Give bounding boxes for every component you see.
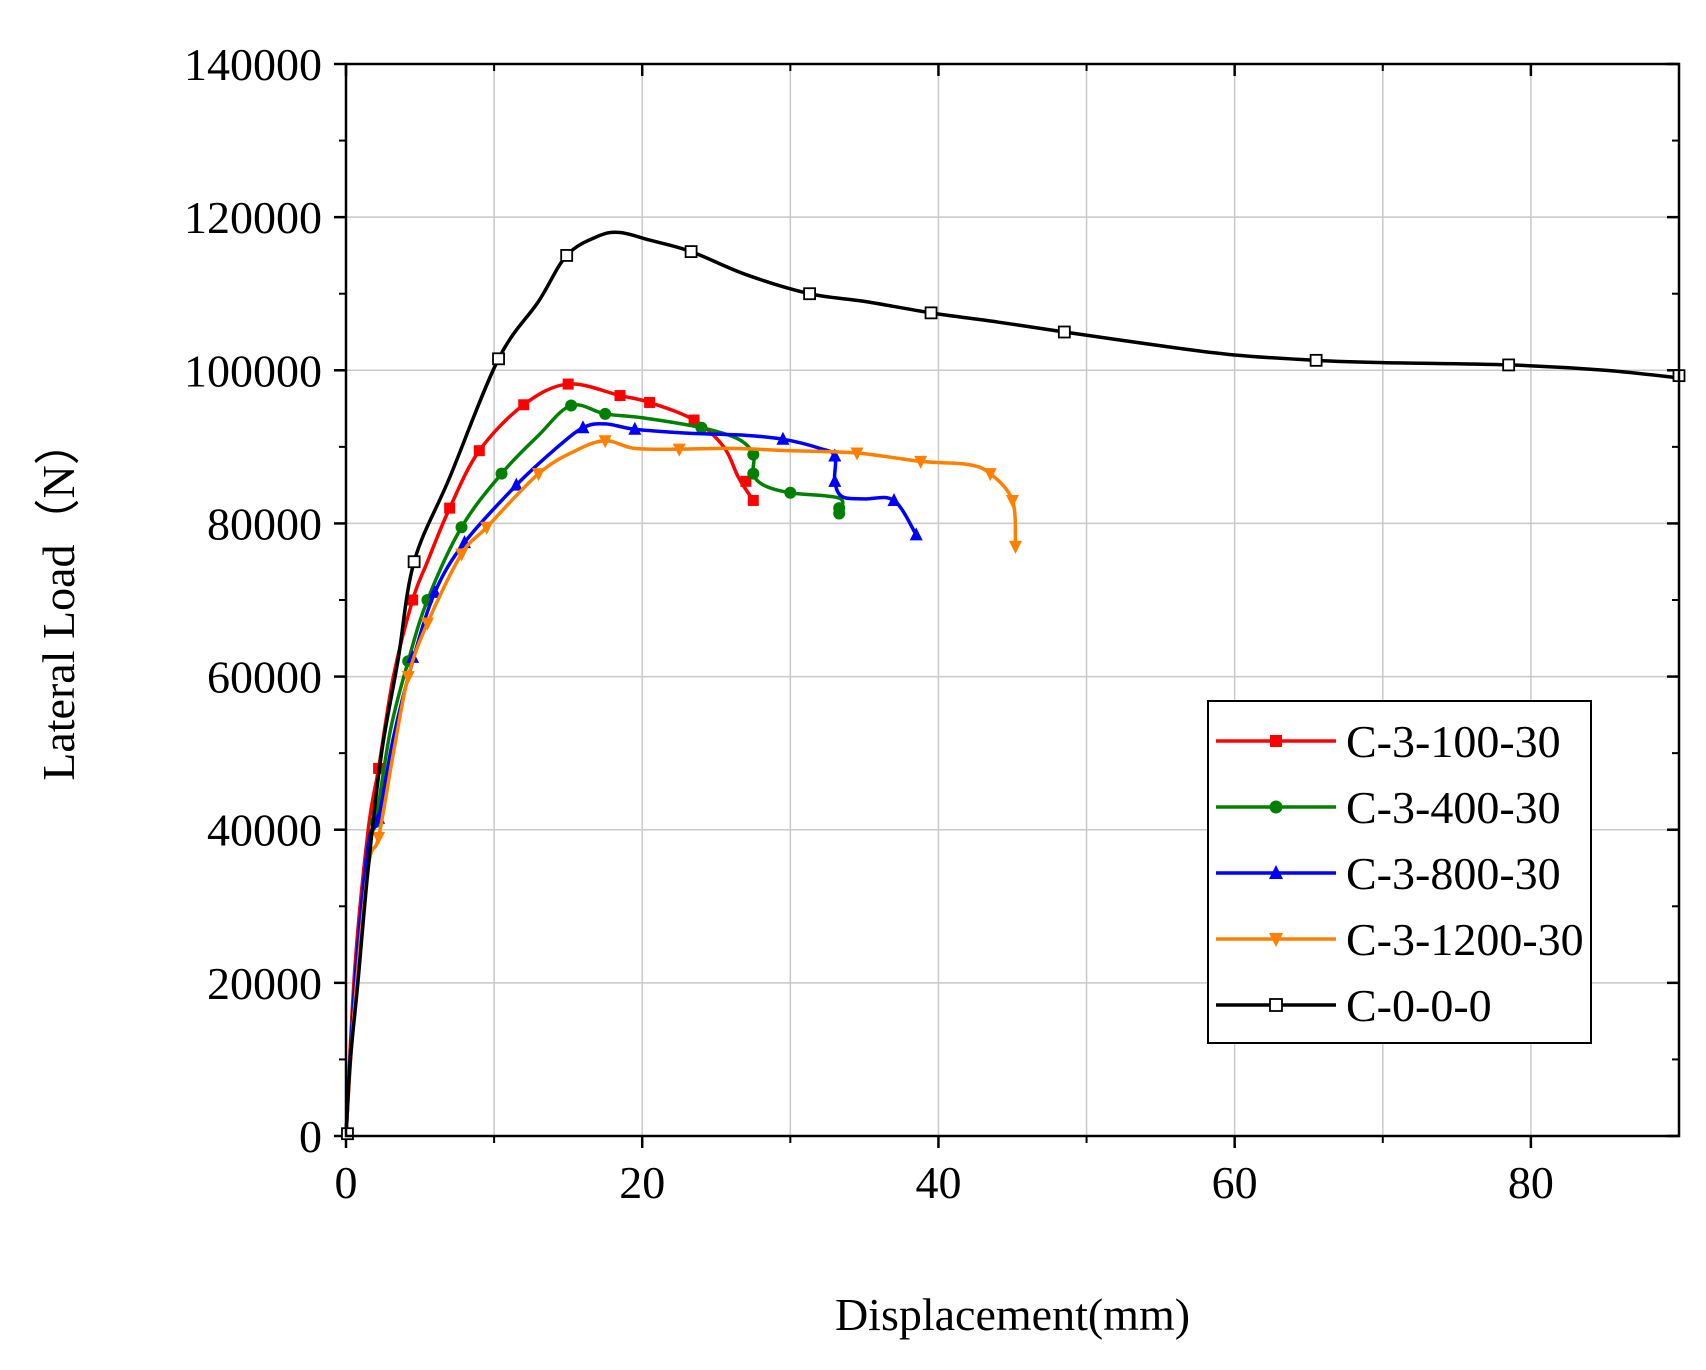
series-line xyxy=(344,382,755,1137)
data-point xyxy=(1269,865,1283,879)
data-point xyxy=(401,671,415,685)
data-point xyxy=(644,396,656,408)
data-point xyxy=(850,447,864,461)
data-point xyxy=(1502,358,1516,372)
data-point xyxy=(495,467,508,480)
data-point xyxy=(1309,353,1323,367)
data-point xyxy=(407,594,419,606)
series-c-3-100-30 xyxy=(344,378,759,1137)
data-point xyxy=(560,249,574,262)
data-point xyxy=(672,443,686,457)
data-point xyxy=(492,352,505,366)
data-point xyxy=(747,467,760,480)
data-point xyxy=(747,494,759,506)
data-point xyxy=(833,507,846,520)
data-point xyxy=(598,435,612,449)
data-point xyxy=(444,502,456,514)
legend-label: C-3-800-30 xyxy=(1346,848,1561,899)
data-point xyxy=(914,455,928,469)
legend: C-3-100-30 C-3-400-30 C-3-800-30 C-3-1200-3… xyxy=(1207,700,1592,1044)
data-point xyxy=(614,390,626,402)
plot-frame xyxy=(344,62,1681,1138)
data-point xyxy=(407,555,421,569)
grid-lines xyxy=(346,64,1679,1136)
data-point xyxy=(776,431,790,445)
x-tick-label: 40 xyxy=(915,1157,961,1208)
legend-item: C-3-100-30 xyxy=(1216,716,1561,767)
y-tick-label: 120000 xyxy=(184,192,322,243)
y-tick-label: 0 xyxy=(299,1111,322,1162)
series-c-0-0-0 xyxy=(341,230,1686,1141)
tick-labels: 0 20 40 60 80 0 20000 40000 60000 80000 100000 1200… xyxy=(184,39,1554,1208)
data-point xyxy=(480,521,494,535)
y-axis-title: Lateral Load（N） xyxy=(33,419,84,780)
data-point xyxy=(455,521,468,534)
x-tick-label: 0 xyxy=(335,1157,358,1208)
data-point xyxy=(1269,998,1283,1012)
data-point xyxy=(740,475,752,487)
y-tick-label: 60000 xyxy=(207,652,322,703)
data-point xyxy=(518,399,530,411)
data-point xyxy=(341,1127,354,1141)
data-point xyxy=(509,477,523,491)
data-point xyxy=(565,399,578,412)
data-point xyxy=(576,420,590,434)
data-point xyxy=(599,407,612,420)
x-tick-label: 80 xyxy=(1508,1157,1554,1208)
data-point xyxy=(747,448,760,461)
data-point xyxy=(1008,540,1022,554)
data-point xyxy=(909,527,923,541)
data-point xyxy=(1057,325,1071,339)
axis-ticks xyxy=(334,62,1679,1148)
data-point xyxy=(420,617,434,631)
series-line xyxy=(344,421,918,1137)
data-point xyxy=(887,492,901,506)
data-point xyxy=(924,306,938,320)
legend-label: C-3-400-30 xyxy=(1346,782,1561,833)
legend-label: C-0-0-0 xyxy=(1346,980,1492,1031)
data-point xyxy=(455,548,469,562)
y-tick-label: 20000 xyxy=(207,958,322,1009)
series-c-3-400-30 xyxy=(344,399,846,1137)
series-c-3-1200-30 xyxy=(344,435,1022,1137)
y-tick-label: 80000 xyxy=(207,498,322,549)
legend-item: C-3-400-30 xyxy=(1216,782,1561,833)
data-point xyxy=(983,468,997,482)
series-line xyxy=(344,438,1018,1137)
y-tick-label: 140000 xyxy=(184,39,322,90)
data-point xyxy=(473,445,485,457)
data-point xyxy=(784,486,797,499)
data-point xyxy=(688,414,700,426)
y-tick-label: 100000 xyxy=(184,345,322,396)
data-point xyxy=(695,421,708,434)
data-point xyxy=(684,245,698,259)
legend-label: C-3-100-30 xyxy=(1346,716,1561,767)
data-point xyxy=(562,378,574,390)
data-point xyxy=(1269,933,1283,947)
x-tick-label: 60 xyxy=(1212,1157,1258,1208)
data-point xyxy=(803,287,816,301)
x-axis-title: Displacement(mm) xyxy=(835,1289,1190,1340)
data-point xyxy=(828,448,842,462)
data-point xyxy=(628,421,642,435)
legend-item: C-3-800-30 xyxy=(1216,848,1561,899)
series-c-3-800-30 xyxy=(344,420,923,1137)
data-point xyxy=(532,468,546,482)
series-group xyxy=(341,230,1686,1141)
data-point xyxy=(828,473,842,487)
data-point xyxy=(1270,735,1282,747)
legend-item: C-0-0-0 xyxy=(1216,980,1492,1031)
data-point xyxy=(372,831,386,845)
legend-item: C-3-1200-30 xyxy=(1216,914,1584,965)
x-tick-label: 20 xyxy=(619,1157,665,1208)
data-point xyxy=(1006,494,1019,508)
legend-label: C-3-1200-30 xyxy=(1346,914,1584,965)
data-point xyxy=(1269,800,1283,814)
series-line xyxy=(344,230,1680,1137)
data-point xyxy=(428,584,442,598)
series-line xyxy=(344,403,845,1137)
y-tick-label: 40000 xyxy=(207,805,322,856)
